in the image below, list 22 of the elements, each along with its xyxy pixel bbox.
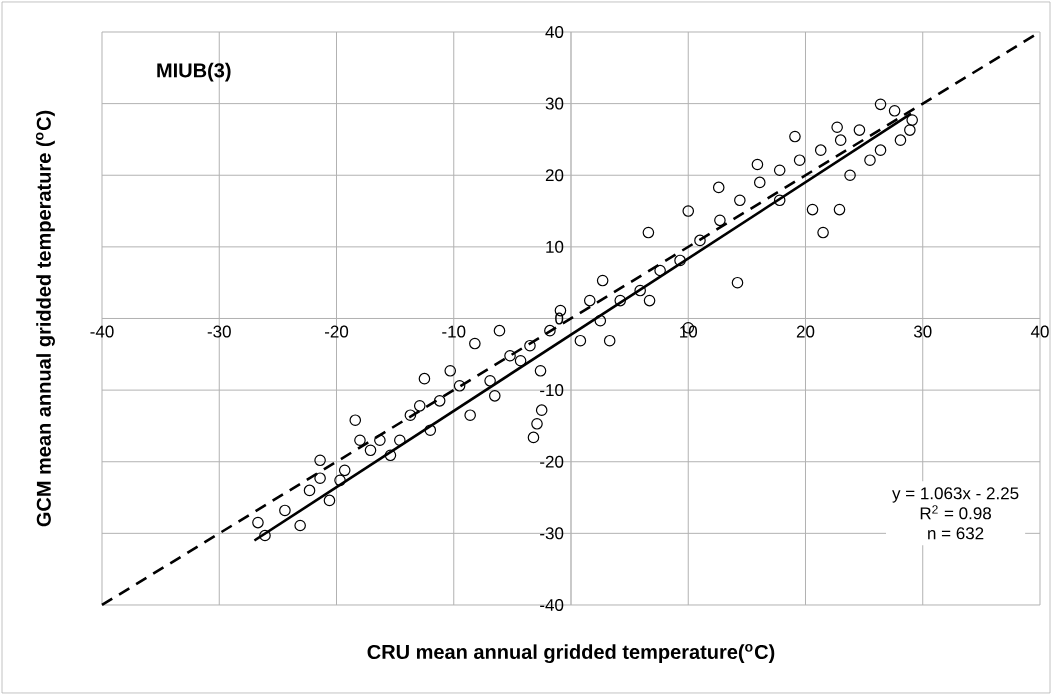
x-tick-label: 20 xyxy=(796,325,815,338)
x-tick-label: -30 xyxy=(207,325,231,338)
y-tick-label: 40 xyxy=(545,25,564,38)
x-tick-label: -40 xyxy=(90,325,114,338)
y-tick-label: -40 xyxy=(540,598,564,611)
y-tick-label: 20 xyxy=(545,169,564,182)
x-tick-label: -20 xyxy=(324,325,349,338)
x-tick-label: 30 xyxy=(913,325,932,338)
y-axis-title: GCM mean annual gridded temperature ($^{o}$C) xyxy=(35,110,55,527)
y-tick-label: 10 xyxy=(546,240,564,253)
x-tick-label: 40 xyxy=(1030,325,1049,338)
y-tick-label: 30 xyxy=(545,97,564,110)
annotation: n = 632 xyxy=(928,527,984,540)
x-tick-label: -10 xyxy=(442,325,466,338)
x-axis-title: CRU mean annual gridded temperature($^{o}$C) xyxy=(367,644,775,664)
y-tick-label: -30 xyxy=(540,527,564,540)
y-tick-label: -20 xyxy=(540,455,564,468)
annotation: MIUB(3) xyxy=(157,62,231,82)
annotation: R$^{2}$ = 0.98 xyxy=(920,505,991,520)
annotation: y = 1.063x - 2.25 xyxy=(892,487,1019,503)
y-tick-label: 0 xyxy=(555,312,564,325)
y-tick-label: -10 xyxy=(540,384,564,397)
